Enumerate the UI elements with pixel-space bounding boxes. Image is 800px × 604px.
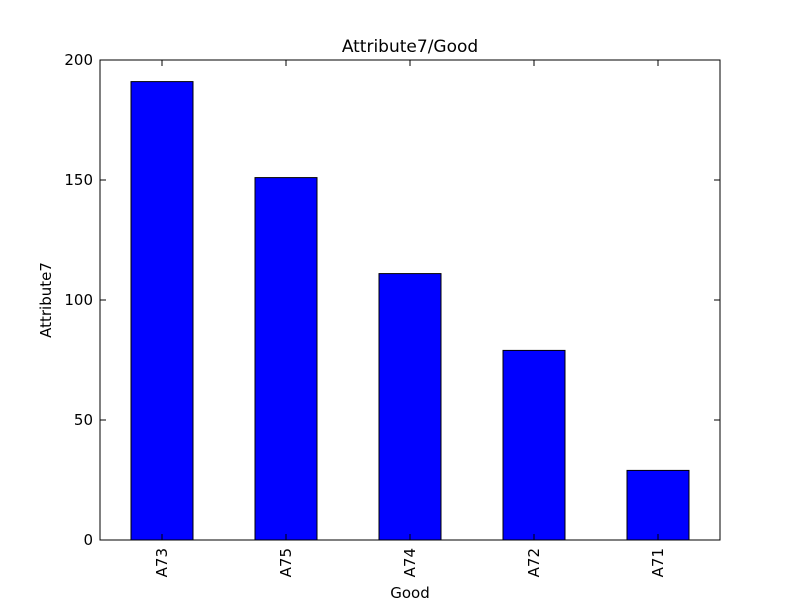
y-tick-label: 150 (64, 171, 93, 189)
y-tick-label: 50 (74, 411, 93, 429)
x-tick-label: A74 (401, 548, 419, 577)
bar-a74 (378, 273, 442, 541)
x-tick-label: A71 (649, 548, 667, 577)
bar-a73 (130, 81, 194, 541)
bar-a71 (626, 469, 690, 541)
y-axis-label: Attribute7 (37, 262, 55, 338)
bars-layer (130, 81, 690, 541)
x-tick-label: A73 (153, 548, 171, 577)
bar-a72 (502, 349, 566, 541)
y-tick-label: 0 (83, 531, 93, 549)
x-tick-label: A75 (277, 548, 295, 577)
x-tick-label: A72 (525, 548, 543, 577)
ticks-layer: A73 A75 A74 A72 A71 0 50 100 150 200 (64, 51, 720, 577)
x-axis-label: Good (390, 584, 430, 600)
chart-title: Attribute7/Good (342, 37, 478, 57)
y-tick-label: 200 (64, 51, 93, 69)
y-tick-label: 100 (64, 291, 93, 309)
bar-a75 (254, 177, 318, 541)
